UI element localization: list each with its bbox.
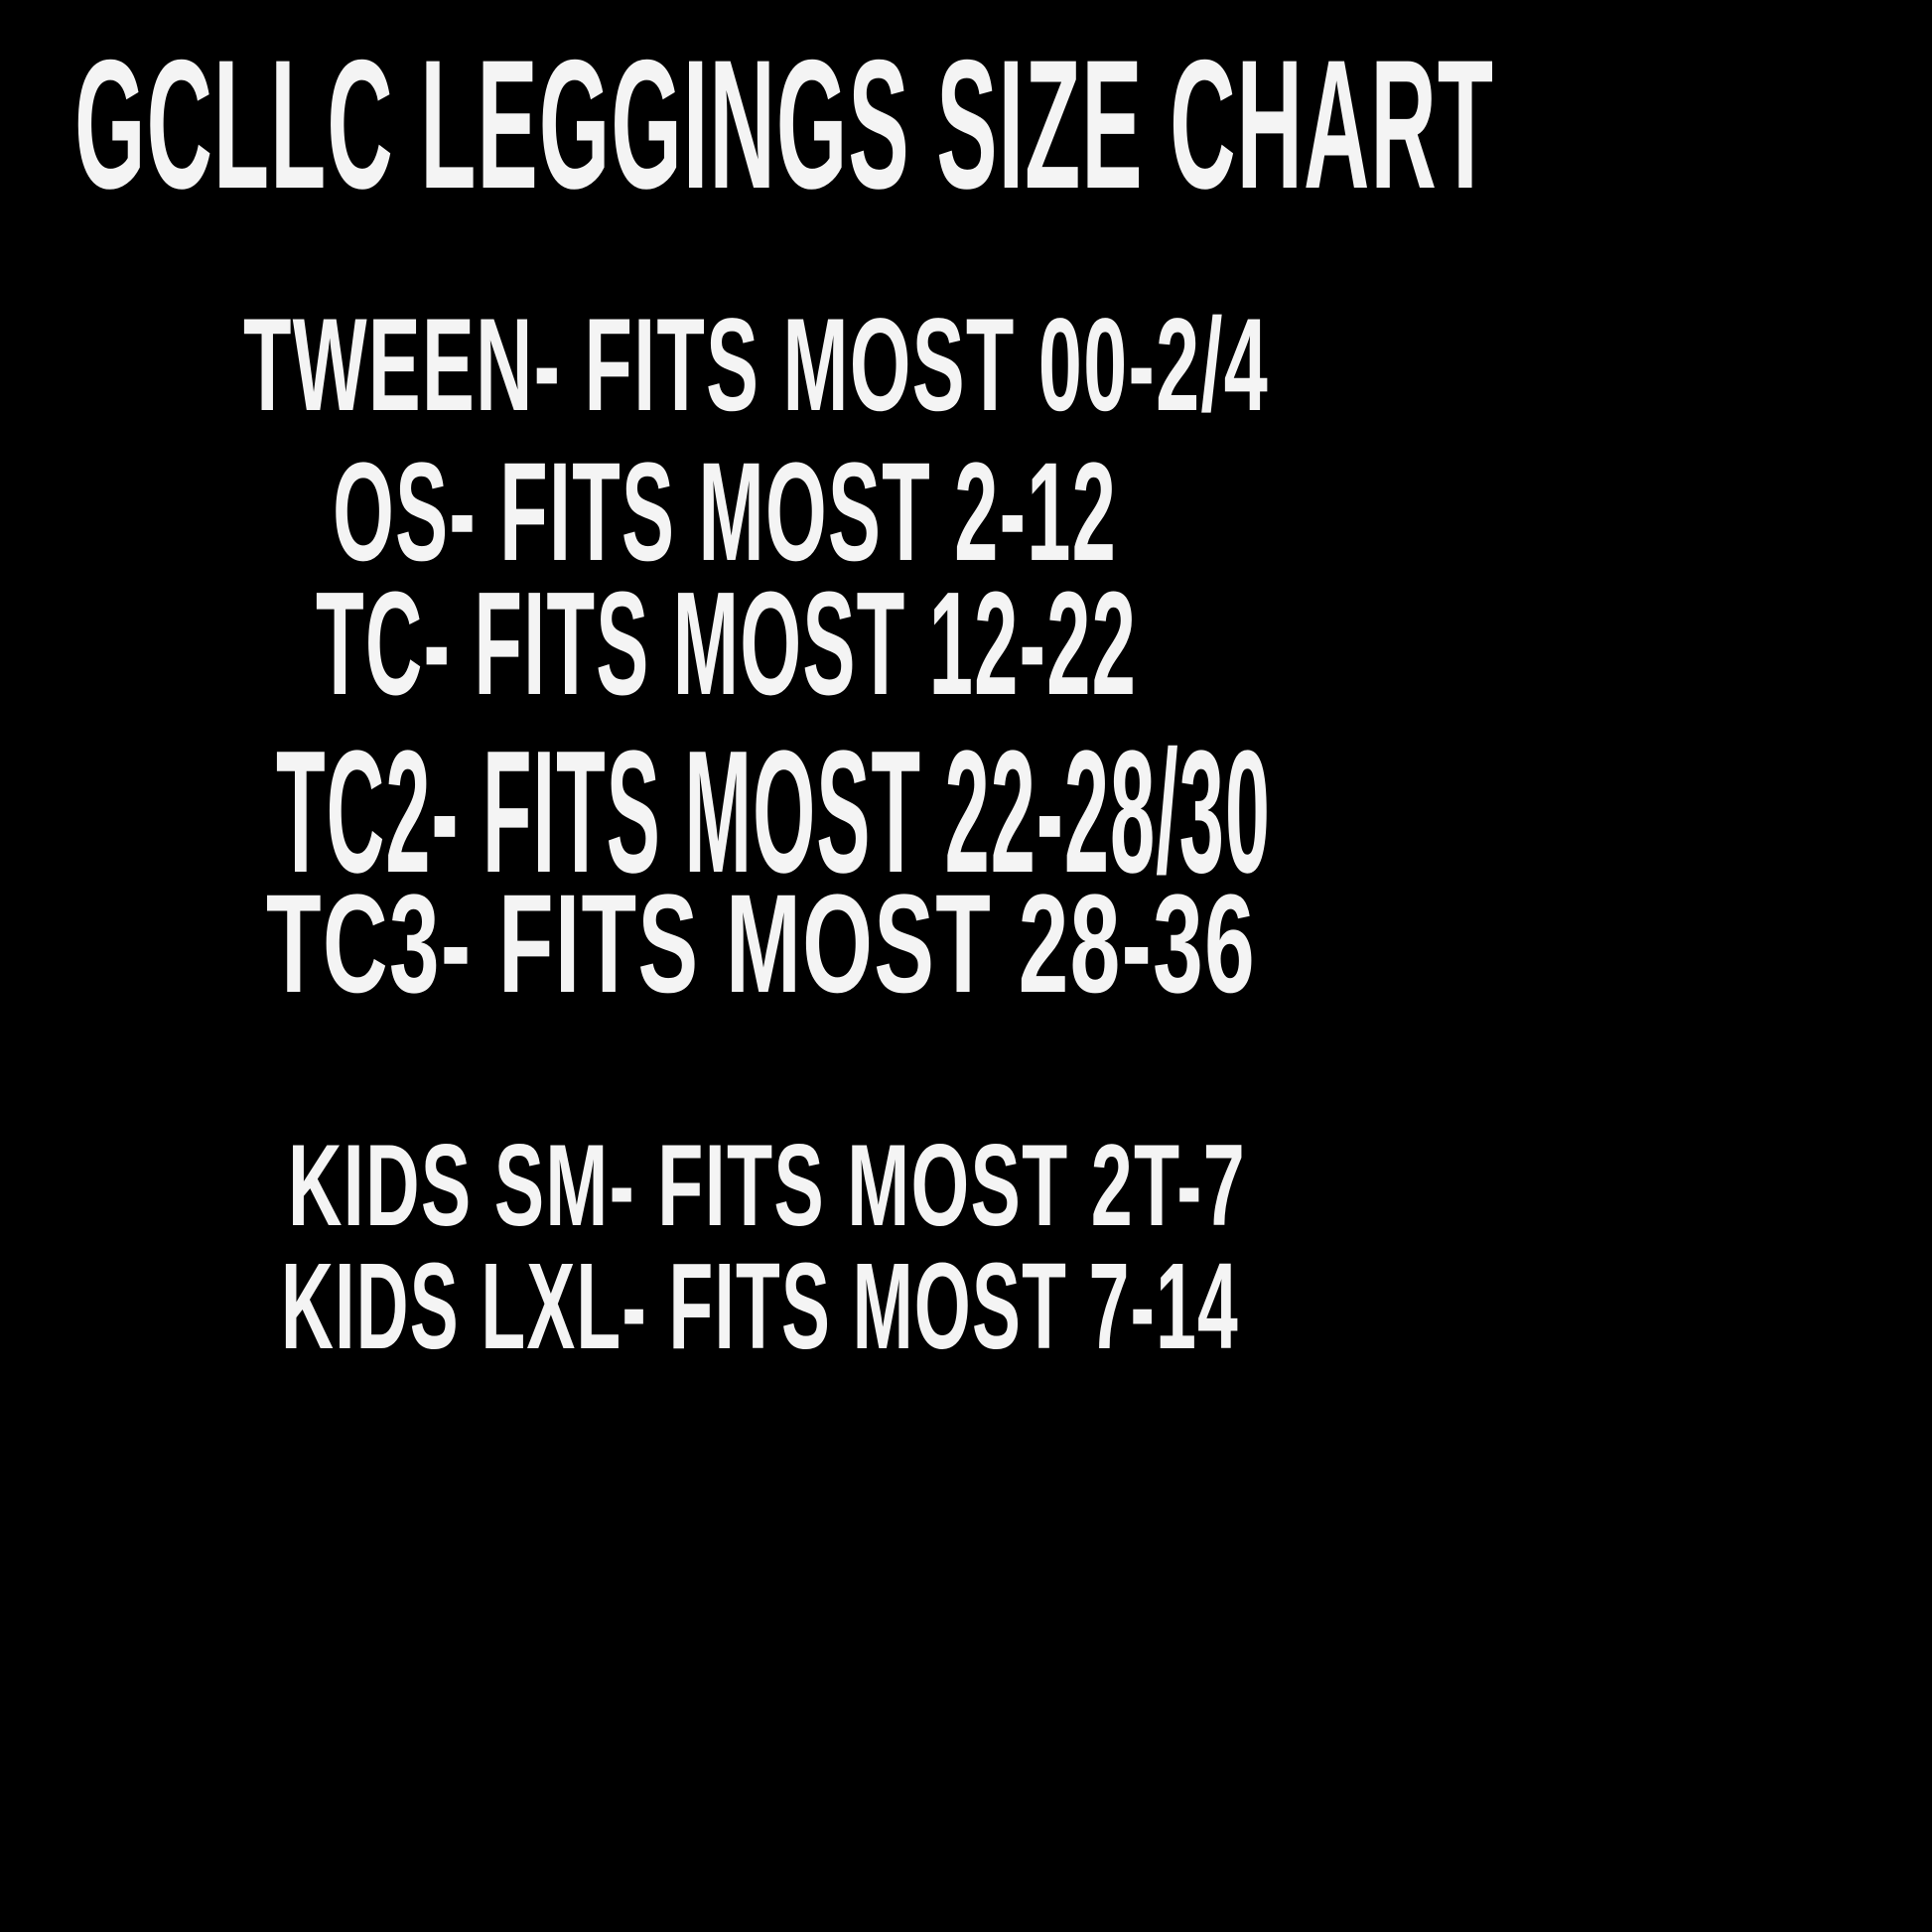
size-row-kids-sm: KIDS SM- FITS MOST 2T-7 (288, 1120, 1246, 1251)
size-row-tc2: TC2- FITS MOST 22-28/30 (276, 715, 1271, 910)
size-row-tc3: TC3- FITS MOST 28-36 (266, 865, 1256, 1023)
size-row-tween: TWEEN- FITS MOST 00-2/4 (243, 292, 1269, 440)
chart-title: GCLLC LEGGINGS SIZE CHART (74, 22, 1494, 228)
size-row-kids-lxl: KIDS LXL- FITS MOST 7-14 (281, 1238, 1239, 1376)
size-row-os: OS- FITS MOST 2-12 (333, 433, 1117, 591)
size-row-tc: TC- FITS MOST 12-22 (316, 561, 1137, 726)
